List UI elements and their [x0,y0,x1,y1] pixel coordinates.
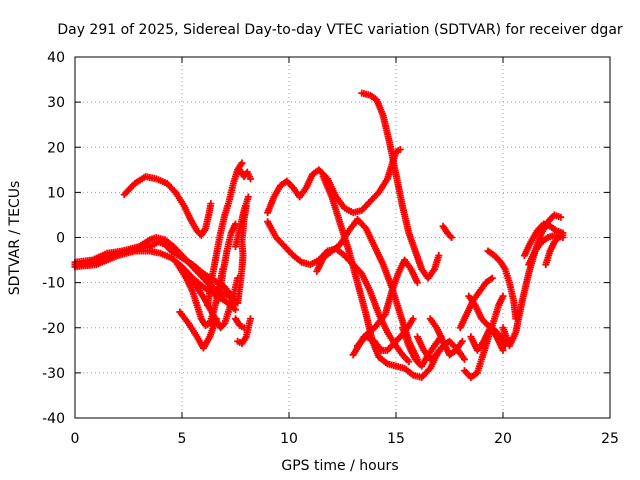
series-arc-05 [174,261,227,329]
x-tick-label: 20 [494,431,512,447]
y-tick-label: -30 [42,366,65,382]
data-point [396,146,404,154]
y-tick-label: -20 [42,321,65,337]
data-point [409,315,417,323]
x-tick-label: 25 [601,431,619,447]
data-point [242,202,250,210]
x-tick-label: 10 [280,431,298,447]
data-point [246,315,254,323]
data-point [499,292,507,300]
data-point [238,159,246,167]
series-arc-32 [520,220,567,260]
chart-title: Day 291 of 2025, Sidereal Day-to-day VTE… [57,22,623,38]
data-point [460,355,468,363]
series-arc-09 [214,220,239,305]
y-axis-label: SDTVAR / TECUs [7,181,23,296]
series-arc-26 [460,292,507,381]
data-point [499,346,507,354]
series-arc-34 [542,231,567,269]
series-arc-04 [120,173,215,239]
series-arc-19 [358,89,443,282]
x-tick-label: 15 [387,431,405,447]
x-axis-label: GPS time / hours [281,458,398,474]
data-point [232,306,239,314]
grid-lines [75,57,610,418]
y-tick-label: 40 [47,50,65,66]
series-arc-11 [234,202,250,307]
data-point [448,234,456,241]
x-tick-label: 5 [178,431,187,447]
series-arc-24 [426,315,466,359]
data-point [559,231,567,239]
series-arc-22 [398,324,445,370]
data-point [435,252,443,260]
axis-ticks: 0 5 10 15 20 25 -40 -30 -20 -10 0 10 20 30 40 [42,50,619,447]
data-points [71,89,567,381]
x-tick-label: 0 [71,431,80,447]
data-point [405,358,413,366]
series-arc-29 [465,292,509,350]
y-tick-label: -10 [42,276,65,292]
series-arc-08 [204,159,246,309]
data-point [458,337,466,345]
series-arc-13 [234,315,254,348]
series-arc-25 [439,222,456,241]
data-point [207,200,215,208]
series-arc-14 [232,315,248,332]
series-arc-12 [236,166,254,183]
data-point [557,213,565,221]
series-arc-30 [484,247,520,323]
y-tick-label: 0 [56,231,65,247]
y-tick-label: -40 [42,411,65,427]
data-point [413,279,421,287]
data-point [488,274,496,282]
data-point [246,175,254,183]
y-tick-label: 20 [47,140,65,156]
data-point [240,324,248,332]
data-point [244,193,252,201]
y-tick-label: 10 [47,185,65,201]
y-tick-label: 30 [47,95,65,111]
